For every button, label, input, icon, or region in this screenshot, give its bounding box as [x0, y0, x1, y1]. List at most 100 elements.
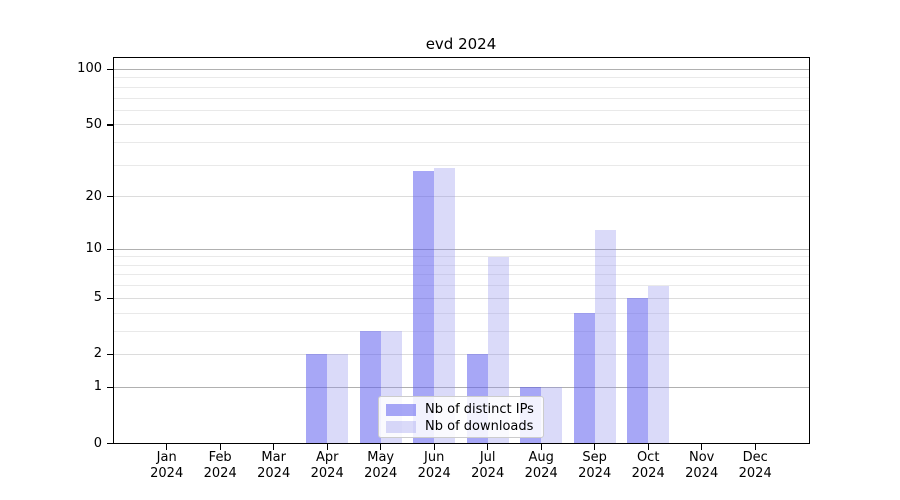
x-label-month: Jun — [424, 450, 445, 465]
x-tick-label-dec: Dec 2024 — [723, 450, 787, 482]
x-tick-oct — [647, 444, 649, 450]
x-label-month: Mar — [261, 450, 286, 465]
gridline-minor-60 — [114, 109, 809, 111]
x-label-month: May — [367, 450, 395, 465]
x-label-year: 2024 — [685, 466, 719, 481]
plot-frame — [113, 57, 810, 444]
x-tick-dec — [754, 444, 756, 450]
y-tick-label-20: 20 — [85, 188, 102, 204]
x-tick-label-feb: Feb 2024 — [188, 450, 252, 482]
gridline-major-5 — [114, 297, 809, 299]
gridline-major-2 — [114, 353, 809, 355]
bar-distinct-ips-may — [359, 331, 381, 444]
gridline-emphasis-100 — [114, 68, 809, 70]
x-label-year: 2024 — [738, 466, 772, 481]
x-label-month: Oct — [636, 450, 660, 465]
bar-downloads-sep — [594, 229, 616, 444]
legend-entry-distinct-ips: Nb of distinct IPs — [386, 401, 536, 418]
x-label-month: Nov — [689, 450, 715, 465]
y-tick-20 — [107, 196, 114, 198]
x-label-year: 2024 — [364, 466, 398, 481]
gridline-major-50 — [114, 124, 809, 126]
x-label-month: Jul — [479, 450, 496, 465]
y-tick-label-0: 0 — [93, 435, 102, 451]
bar-downloads-jun — [434, 167, 456, 444]
bar-distinct-ips-oct — [627, 298, 649, 444]
gridline-minor-7 — [114, 274, 809, 276]
y-tick-50 — [107, 124, 114, 126]
x-tick-label-aug: Aug 2024 — [509, 450, 573, 482]
gridline-emphasis-1 — [114, 386, 809, 388]
x-label-year: 2024 — [578, 466, 612, 481]
chart-title: evd 2024 — [425, 35, 497, 53]
x-tick-label-oct: Oct 2024 — [616, 450, 680, 482]
x-label-year: 2024 — [417, 466, 451, 481]
gridline-minor-30 — [114, 164, 809, 166]
x-tick-label-jan: Jan 2024 — [135, 450, 199, 482]
gridline-minor-40 — [114, 142, 809, 144]
x-tick-label-sep: Sep 2024 — [563, 450, 627, 482]
x-tick-jun — [433, 444, 435, 450]
y-tick-label-100: 100 — [77, 61, 102, 77]
x-tick-may — [380, 444, 382, 450]
legend-label-distinct-ips: Nb of distinct IPs — [425, 402, 534, 417]
x-tick-mar — [273, 444, 275, 450]
y-tick-10 — [107, 248, 114, 250]
y-tick-2 — [107, 353, 114, 356]
y-tick-label-5: 5 — [93, 290, 102, 306]
x-tick-jul — [487, 444, 489, 450]
x-tick-apr — [326, 444, 328, 450]
gridline-minor-9 — [114, 256, 809, 258]
x-label-month: Sep — [582, 450, 607, 465]
x-label-month: Feb — [208, 450, 232, 465]
bar-distinct-ips-sep — [573, 313, 595, 444]
legend-swatch-distinct-ips — [386, 403, 416, 416]
y-tick-5 — [107, 297, 114, 299]
x-label-year: 2024 — [471, 466, 505, 481]
bar-distinct-ips-jun — [413, 170, 435, 444]
x-label-year: 2024 — [257, 466, 291, 481]
y-tick-100 — [107, 68, 114, 71]
y-tick-label-10: 10 — [85, 241, 102, 257]
gridline-minor-6 — [114, 285, 809, 287]
x-tick-label-jun: Jun 2024 — [402, 450, 466, 482]
x-tick-label-may: May 2024 — [349, 450, 413, 482]
x-label-year: 2024 — [524, 466, 558, 481]
x-tick-sep — [594, 444, 596, 450]
gridline-minor-90 — [114, 77, 809, 79]
y-tick-label-1: 1 — [93, 379, 102, 395]
x-label-year: 2024 — [203, 466, 237, 481]
bar-distinct-ips-apr — [306, 354, 328, 444]
x-label-month: Aug — [528, 450, 554, 465]
legend-entry-downloads: Nb of downloads — [386, 418, 536, 435]
x-tick-label-apr: Apr 2024 — [295, 450, 359, 482]
x-label-year: 2024 — [631, 466, 665, 481]
gridline-minor-70 — [114, 97, 809, 99]
gridline-major-20 — [114, 196, 809, 198]
x-label-month: Jan — [156, 450, 177, 465]
x-label-year: 2024 — [150, 466, 184, 481]
gridline-minor-8 — [114, 264, 809, 266]
y-tick-label-2: 2 — [93, 346, 102, 362]
x-tick-jan — [166, 444, 168, 450]
y-tick-label-50: 50 — [85, 116, 102, 132]
bar-downloads-apr — [327, 354, 349, 444]
legend-swatch-downloads — [386, 420, 416, 433]
gridline-minor-3 — [114, 330, 809, 332]
x-tick-nov — [701, 444, 703, 450]
x-tick-feb — [219, 444, 221, 450]
gridline-emphasis-10 — [114, 248, 809, 250]
legend-label-downloads: Nb of downloads — [425, 419, 534, 434]
x-label-month: Dec — [742, 450, 768, 465]
x-tick-aug — [540, 444, 542, 450]
legend: Nb of distinct IPs Nb of downloads — [378, 396, 544, 438]
y-tick-0 — [107, 442, 114, 445]
gridline-minor-4 — [114, 312, 809, 314]
x-tick-label-nov: Nov 2024 — [670, 450, 734, 482]
y-tick-1 — [107, 386, 114, 388]
x-tick-label-mar: Mar 2024 — [242, 450, 306, 482]
bar-downloads-oct — [648, 285, 670, 444]
x-label-year: 2024 — [310, 466, 344, 481]
gridline-minor-80 — [114, 86, 809, 88]
